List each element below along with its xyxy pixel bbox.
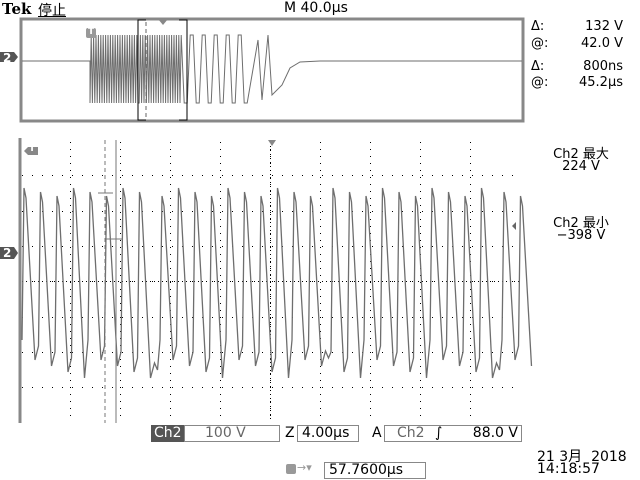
ch2-trace <box>21 187 533 379</box>
timebase-readout: M 40.0µs <box>284 0 348 16</box>
overview-trace <box>22 34 522 104</box>
channel-button[interactable]: Ch2 <box>151 425 185 442</box>
trigger-position-marker <box>158 19 168 25</box>
trigger-label-a: A <box>372 425 382 441</box>
channel-label: 2 <box>3 51 12 65</box>
brand-logo: Tek <box>2 0 32 18</box>
delta-t-label: Δ: <box>531 59 545 74</box>
volts-div[interactable]: 100 V <box>184 425 280 442</box>
trigger-pos-marker <box>268 140 276 146</box>
rising-edge-icon: ∫ <box>435 425 443 441</box>
ch2-marker-overview <box>0 52 18 62</box>
measurement-max-value: 224 V <box>562 159 600 174</box>
trigger-position[interactable]: 57.7600µs <box>324 462 426 479</box>
trigger-source: Ch2 <box>397 425 425 441</box>
t-at-label: @: <box>531 75 549 90</box>
zoom-window-bracket <box>137 19 188 121</box>
time: 14:18:57 <box>537 461 600 477</box>
trigger-level: 88.0 V <box>472 425 518 441</box>
measurement-max-label: Ch2 最大 <box>553 147 609 162</box>
trigger-setup[interactable]: Ch2 ∫ 88.0 V <box>384 425 522 442</box>
zoom-time-div[interactable]: 4.00µs <box>297 425 359 442</box>
acquisition-status: 停止 <box>38 3 66 19</box>
trigger-marker-icon <box>86 28 96 38</box>
delta-t: 800ns <box>583 59 623 74</box>
trigger-icon <box>24 147 38 155</box>
ch2-marker-main <box>0 247 18 259</box>
delta-v-label: Δ: <box>531 19 545 34</box>
measurement-min-label: Ch2 最小 <box>553 216 609 231</box>
trigger-label: T <box>88 27 95 37</box>
arrow-icon: →▾ <box>297 461 312 474</box>
measurement-min-value: −398 V <box>556 228 606 243</box>
trigger-position-icon <box>286 464 296 474</box>
t-at: 45.2µs <box>579 75 623 90</box>
v-at-label: @: <box>531 36 549 51</box>
delta-v: 132 V <box>585 19 623 34</box>
zoom-label: Z <box>285 425 295 441</box>
trigger-label: T <box>29 144 36 154</box>
date: 21 3月 2018 <box>537 449 627 465</box>
overview-frame <box>19 17 525 123</box>
v-at: 42.0 V <box>581 36 623 51</box>
channel-label: 2 <box>3 246 12 260</box>
